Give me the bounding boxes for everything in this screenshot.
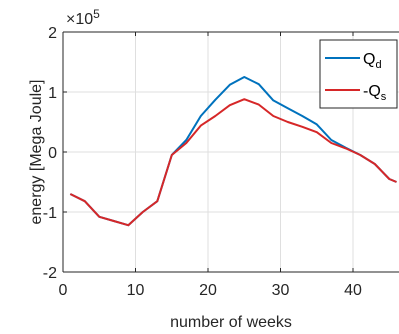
- y-tick-label: -2: [43, 265, 57, 282]
- x-tick-label: 30: [272, 282, 290, 299]
- y-tick-label: 2: [48, 25, 57, 42]
- series-lines: [69, 76, 397, 227]
- legend-label-qs: -Qs: [363, 83, 387, 103]
- axis-ticks: [62, 31, 354, 273]
- y-exponent-base: ×10: [66, 11, 93, 28]
- legend-label-qs-sub: s: [381, 91, 387, 103]
- legend: Qd -Qs: [319, 39, 398, 109]
- y-exponent-power: 5: [93, 7, 100, 21]
- y-axis-label: energy [Mega Joule]: [28, 80, 45, 225]
- y-tick-label: 0: [48, 145, 57, 162]
- series-line-qs: [69, 98, 397, 227]
- tick-labels: 0 10 20 30 40 -2 -1 0 1 2: [43, 25, 362, 299]
- y-exponent-label: ×105: [66, 7, 100, 28]
- y-tick-label: -1: [43, 205, 57, 222]
- x-axis-label: number of weeks: [170, 314, 292, 331]
- legend-label-qd: Qd: [363, 51, 382, 71]
- x-tick-label: 10: [127, 282, 145, 299]
- x-tick-label: 40: [344, 282, 362, 299]
- x-tick-label: 0: [59, 282, 68, 299]
- legend-box: [319, 39, 398, 109]
- y-tick-label: 1: [48, 85, 57, 102]
- x-tick-label: 20: [199, 282, 217, 299]
- legend-label-qd-sub: d: [375, 59, 381, 71]
- legend-label-qd-main: Q: [363, 51, 375, 68]
- legend-label-qs-main: -Q: [363, 83, 381, 100]
